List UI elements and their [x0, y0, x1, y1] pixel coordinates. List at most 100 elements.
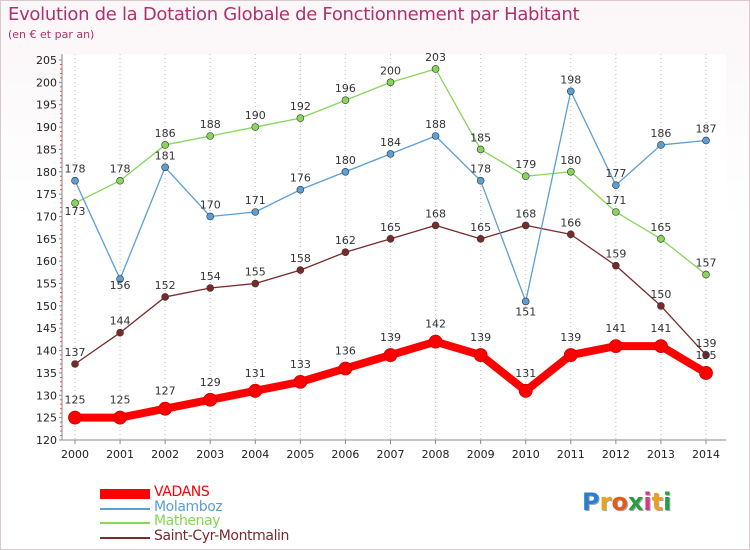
y-minor-tick	[60, 296, 62, 298]
x-tick-label: 2004	[241, 448, 269, 461]
data-point	[612, 208, 620, 216]
plot-area	[62, 54, 726, 440]
y-minor-tick	[60, 135, 62, 137]
y-minor-tick	[60, 336, 62, 338]
data-label: 125	[110, 394, 131, 407]
y-tick-label: 170	[36, 210, 57, 223]
data-label: 133	[290, 358, 311, 371]
y-minor-tick	[60, 265, 62, 267]
y-minor-tick	[60, 180, 62, 182]
data-point	[71, 199, 79, 207]
y-minor-tick	[60, 108, 62, 110]
data-label: 131	[245, 367, 266, 380]
y-minor-tick	[60, 63, 62, 65]
data-point	[206, 284, 215, 292]
data-label: 136	[335, 344, 356, 357]
data-label: 192	[290, 100, 311, 113]
y-minor-tick	[60, 122, 62, 124]
data-label: 139	[470, 331, 491, 344]
y-minor-tick	[60, 430, 62, 432]
y-minor-tick	[60, 385, 62, 387]
data-point	[518, 383, 533, 398]
x-tick-label: 2001	[106, 448, 134, 461]
data-label: 152	[155, 279, 176, 292]
y-minor-tick	[60, 399, 62, 401]
y-minor-tick	[60, 77, 62, 79]
data-label: 125	[65, 394, 86, 407]
y-tick-label: 205	[36, 54, 57, 67]
data-point	[338, 361, 353, 376]
chart-subtitle: (en € et par an)	[8, 28, 95, 41]
data-point	[521, 172, 530, 181]
data-point	[654, 339, 668, 354]
data-point	[68, 410, 82, 425]
data-label: 156	[110, 279, 131, 292]
y-tick-label: 145	[36, 322, 57, 335]
data-point	[612, 261, 620, 270]
proxiti-logo: Proxiti	[582, 488, 671, 516]
data-label: 127	[155, 385, 176, 398]
data-label: 141	[605, 322, 626, 335]
y-minor-tick	[60, 117, 62, 119]
data-point	[206, 212, 215, 221]
data-point	[341, 96, 350, 105]
y-tick-label: 200	[36, 76, 57, 89]
y-minor-tick	[60, 367, 62, 369]
y-minor-tick	[60, 381, 62, 383]
data-point	[431, 221, 440, 230]
y-minor-tick	[60, 390, 62, 392]
x-tick-label: 2014	[692, 448, 720, 461]
y-minor-tick	[60, 251, 62, 253]
data-point	[296, 266, 305, 274]
data-label: 158	[290, 252, 311, 265]
y-minor-tick	[60, 90, 62, 92]
x-tick-label: 2010	[512, 448, 540, 461]
data-point	[521, 221, 530, 230]
data-label: 188	[200, 118, 221, 131]
y-minor-tick	[60, 144, 62, 146]
x-tick-label: 2000	[61, 448, 89, 461]
y-minor-tick	[60, 113, 62, 115]
data-label: 166	[560, 216, 581, 229]
legend-swatch-molamboz	[100, 508, 150, 510]
data-point	[699, 366, 713, 380]
data-point	[71, 360, 79, 368]
y-tick-label: 190	[36, 121, 57, 134]
x-tick-label: 2009	[467, 448, 495, 461]
data-point	[158, 401, 173, 416]
data-label: 171	[245, 194, 266, 207]
x-tick-label: 2012	[602, 448, 630, 461]
y-minor-tick	[60, 256, 62, 258]
y-minor-tick	[60, 376, 62, 378]
y-minor-tick	[60, 341, 62, 343]
data-point	[566, 230, 575, 239]
legend-label-molamboz: Molamboz	[154, 499, 223, 515]
logo-letter: i	[663, 488, 672, 516]
y-minor-tick	[60, 359, 62, 361]
y-minor-tick	[60, 345, 62, 347]
data-point	[386, 150, 395, 158]
data-label: 188	[425, 118, 446, 131]
y-minor-tick	[60, 242, 62, 244]
data-label: 154	[200, 270, 221, 283]
data-label: 203	[425, 51, 446, 64]
data-point	[476, 235, 485, 243]
y-minor-tick	[60, 287, 62, 289]
legend-item-vadans: VADANS	[100, 484, 400, 502]
data-point	[293, 374, 308, 389]
data-label: 162	[335, 234, 356, 247]
data-point	[161, 163, 169, 172]
y-minor-tick	[60, 162, 62, 164]
data-point	[116, 176, 124, 185]
y-minor-tick	[60, 131, 62, 133]
logo-letter: P	[582, 488, 600, 516]
data-point	[296, 185, 305, 194]
y-minor-tick	[60, 99, 62, 101]
data-label: 200	[380, 64, 401, 77]
data-point	[612, 181, 620, 189]
data-point	[116, 328, 124, 337]
y-minor-tick	[60, 408, 62, 410]
data-label: 184	[380, 136, 401, 149]
x-tick-label: 2003	[196, 448, 224, 461]
data-point	[251, 123, 260, 131]
